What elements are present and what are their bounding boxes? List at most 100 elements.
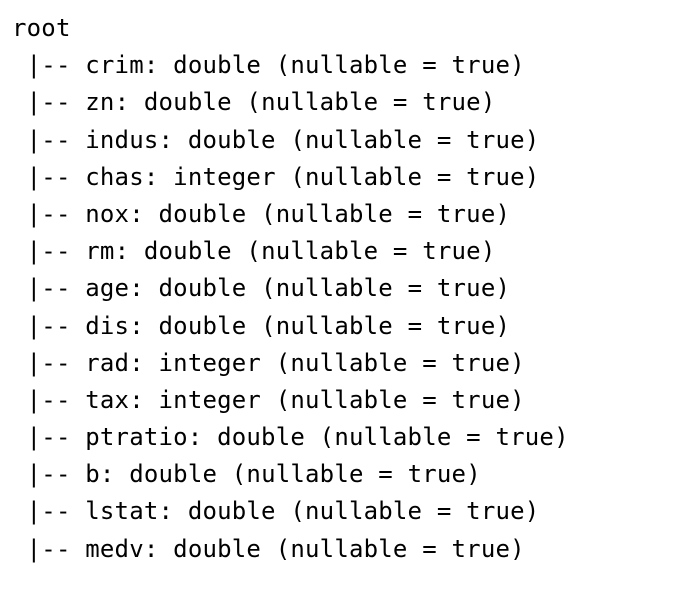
field-colon: : — [129, 274, 158, 302]
field-nullable: true — [466, 497, 525, 525]
field-nullable: true — [452, 535, 511, 563]
field-name: lstat — [85, 497, 158, 525]
field-nullable: true — [408, 460, 467, 488]
nullable-close: ) — [495, 200, 510, 228]
nullable-open: (nullable = — [261, 51, 451, 79]
tree-prefix: |-- — [12, 497, 85, 525]
schema-root-label: root — [12, 10, 670, 47]
field-name: dis — [85, 312, 129, 340]
field-dtype: double — [159, 200, 247, 228]
field-nullable: true — [452, 349, 511, 377]
tree-prefix: |-- — [12, 386, 85, 414]
schema-field-line: |-- indus: double (nullable = true) — [12, 122, 670, 159]
schema-field-line: |-- medv: double (nullable = true) — [12, 531, 670, 568]
field-colon: : — [129, 200, 158, 228]
field-name: indus — [85, 126, 158, 154]
schema-field-line: |-- nox: double (nullable = true) — [12, 196, 670, 233]
nullable-open: (nullable = — [246, 312, 436, 340]
nullable-open: (nullable = — [276, 163, 466, 191]
nullable-close: ) — [495, 312, 510, 340]
field-name: chas — [85, 163, 144, 191]
field-dtype: double — [188, 126, 276, 154]
field-colon: : — [144, 535, 173, 563]
tree-prefix: |-- — [12, 535, 85, 563]
field-dtype: double — [144, 237, 232, 265]
field-nullable: true — [437, 312, 496, 340]
nullable-close: ) — [525, 163, 540, 191]
tree-prefix: |-- — [12, 200, 85, 228]
field-colon: : — [100, 460, 129, 488]
field-colon: : — [159, 126, 188, 154]
nullable-open: (nullable = — [232, 88, 422, 116]
field-dtype: integer — [159, 386, 262, 414]
field-name: medv — [85, 535, 144, 563]
field-nullable: true — [437, 274, 496, 302]
field-nullable: true — [466, 126, 525, 154]
field-nullable: true — [452, 51, 511, 79]
nullable-open: (nullable = — [276, 126, 466, 154]
field-dtype: integer — [173, 163, 276, 191]
field-colon: : — [129, 312, 158, 340]
field-nullable: true — [422, 237, 481, 265]
schema-field-line: |-- chas: integer (nullable = true) — [12, 159, 670, 196]
field-name: ptratio — [85, 423, 188, 451]
nullable-close: ) — [510, 349, 525, 377]
nullable-close: ) — [554, 423, 569, 451]
nullable-open: (nullable = — [217, 460, 407, 488]
field-dtype: double — [159, 274, 247, 302]
field-dtype: integer — [159, 349, 262, 377]
nullable-open: (nullable = — [261, 349, 451, 377]
schema-field-line: |-- rad: integer (nullable = true) — [12, 345, 670, 382]
field-nullable: true — [495, 423, 554, 451]
field-name: tax — [85, 386, 129, 414]
field-name: crim — [85, 51, 144, 79]
schema-field-line: |-- lstat: double (nullable = true) — [12, 493, 670, 530]
field-dtype: double — [144, 88, 232, 116]
nullable-close: ) — [495, 274, 510, 302]
schema-tree-output: root |-- crim: double (nullable = true) … — [0, 0, 682, 580]
nullable-open: (nullable = — [261, 386, 451, 414]
schema-field-line: |-- tax: integer (nullable = true) — [12, 382, 670, 419]
tree-prefix: |-- — [12, 349, 85, 377]
nullable-close: ) — [525, 126, 540, 154]
field-dtype: double — [129, 460, 217, 488]
field-dtype: double — [173, 51, 261, 79]
tree-prefix: |-- — [12, 423, 85, 451]
tree-prefix: |-- — [12, 88, 85, 116]
field-nullable: true — [422, 88, 481, 116]
tree-prefix: |-- — [12, 460, 85, 488]
field-colon: : — [129, 386, 158, 414]
schema-field-line: |-- crim: double (nullable = true) — [12, 47, 670, 84]
field-colon: : — [115, 237, 144, 265]
field-colon: : — [144, 51, 173, 79]
field-dtype: double — [173, 535, 261, 563]
nullable-close: ) — [510, 386, 525, 414]
tree-prefix: |-- — [12, 126, 85, 154]
schema-field-line: |-- age: double (nullable = true) — [12, 270, 670, 307]
nullable-open: (nullable = — [246, 200, 436, 228]
field-name: zn — [85, 88, 114, 116]
field-nullable: true — [437, 200, 496, 228]
field-name: nox — [85, 200, 129, 228]
schema-field-line: |-- dis: double (nullable = true) — [12, 308, 670, 345]
schema-field-line: |-- b: double (nullable = true) — [12, 456, 670, 493]
nullable-open: (nullable = — [261, 535, 451, 563]
nullable-close: ) — [510, 51, 525, 79]
tree-prefix: |-- — [12, 312, 85, 340]
field-colon: : — [144, 163, 173, 191]
field-dtype: double — [217, 423, 305, 451]
schema-field-line: |-- ptratio: double (nullable = true) — [12, 419, 670, 456]
tree-prefix: |-- — [12, 237, 85, 265]
nullable-open: (nullable = — [305, 423, 495, 451]
field-nullable: true — [466, 163, 525, 191]
field-dtype: double — [188, 497, 276, 525]
tree-prefix: |-- — [12, 163, 85, 191]
field-nullable: true — [452, 386, 511, 414]
schema-field-line: |-- zn: double (nullable = true) — [12, 84, 670, 121]
nullable-close: ) — [510, 535, 525, 563]
nullable-open: (nullable = — [232, 237, 422, 265]
field-name: age — [85, 274, 129, 302]
field-colon: : — [188, 423, 217, 451]
nullable-close: ) — [466, 460, 481, 488]
field-colon: : — [159, 497, 188, 525]
